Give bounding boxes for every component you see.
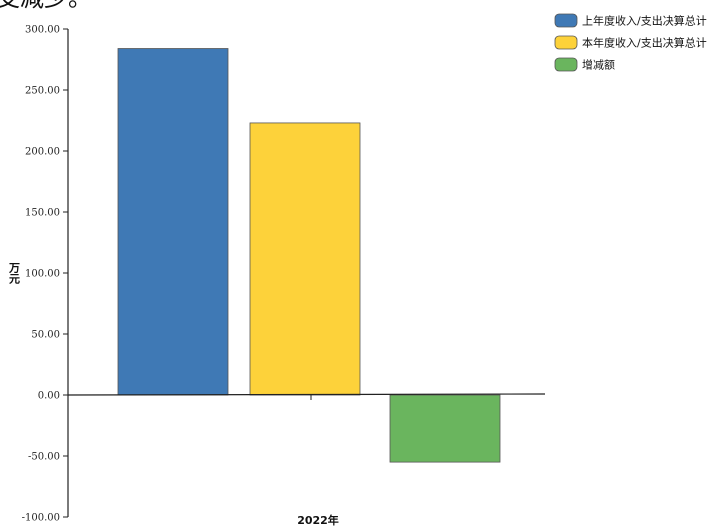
y-axis-label: 万元 xyxy=(8,262,22,285)
y-tick-label: -100.00 xyxy=(22,513,60,524)
bar-1 xyxy=(117,48,229,396)
y-tick-label: 50.00 xyxy=(31,330,60,341)
legend-label-1: 上年度收入/支出决算总计 xyxy=(582,14,707,28)
x-axis xyxy=(67,393,546,400)
y-tick-label: 100.00 xyxy=(25,269,60,280)
bars xyxy=(117,48,501,463)
y-tick-label: 250.00 xyxy=(25,86,60,97)
bar-3 xyxy=(389,394,501,463)
legend-swatch-1 xyxy=(554,13,578,28)
y-tick-label: 200.00 xyxy=(25,147,60,158)
y-tick-label: 150.00 xyxy=(25,208,60,219)
legend-label-2: 本年度收入/支出决算总计 xyxy=(582,36,707,50)
legend-swatch-3 xyxy=(554,57,578,72)
legend-swatch-2 xyxy=(554,35,578,50)
top-text-fragment: 支减少。 xyxy=(0,0,92,12)
y-tick-label: 0.00 xyxy=(38,391,60,402)
legend-label-3: 增减额 xyxy=(582,58,615,72)
y-tick-label: -50.00 xyxy=(28,452,60,463)
y-tick-label: 300.00 xyxy=(25,25,60,36)
y-tick-labels: 300.00 250.00 200.00 150.00 100.00 50.00 0.00 -… xyxy=(22,25,68,524)
x-category-label: 2022年 xyxy=(297,513,339,527)
x-axis-line xyxy=(67,393,546,396)
bar-2 xyxy=(249,122,361,396)
